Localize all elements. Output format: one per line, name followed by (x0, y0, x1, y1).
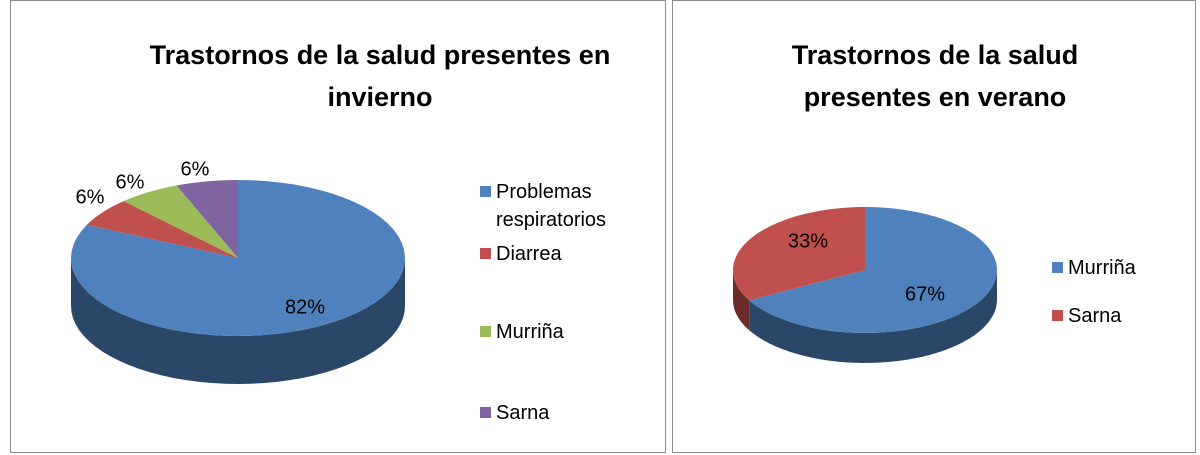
data-label: 67% (905, 283, 945, 305)
legend-label: Diarrea (496, 243, 562, 265)
legend-entry: Sarna (480, 399, 650, 427)
data-label: 6% (76, 186, 105, 208)
legend-entry: Diarrea (480, 240, 650, 268)
pie-slice (123, 185, 238, 258)
legend-swatch (480, 186, 491, 197)
legend-entry: Sarna (1052, 302, 1172, 330)
slice-side (733, 270, 750, 331)
legend-label: Sarna (496, 402, 550, 424)
chart-title: Trastornos de la salud presentes en invi… (149, 40, 611, 112)
pie-slice (71, 180, 405, 336)
legend-swatch (480, 407, 491, 418)
legend-label: Sarna (1068, 305, 1122, 327)
legend-entry: Problemas respiratorios (480, 178, 650, 234)
legend-entry: Murriña (480, 318, 650, 346)
legend-label: Problemas respiratorios (496, 181, 607, 231)
legend-swatch (480, 248, 491, 259)
legend-swatch (480, 326, 491, 337)
legend-swatch (1052, 262, 1063, 273)
pie-slice (733, 207, 865, 301)
data-label: 6% (181, 158, 210, 180)
legend-swatch (1052, 310, 1063, 321)
data-label: 6% (116, 171, 145, 193)
slice-side (749, 270, 997, 363)
pie-slice (176, 180, 238, 258)
pie-slice (86, 201, 238, 258)
legend-label: Murriña (1068, 257, 1136, 279)
legend-entry: Murriña (1052, 254, 1172, 282)
slice-side (71, 258, 405, 384)
legend-label: Murriña (496, 321, 564, 343)
data-label: 33% (788, 230, 828, 252)
chart-title: Trastornos de la salud presentes en vera… (791, 40, 1079, 112)
data-label: 82% (285, 296, 325, 318)
pie-slice (749, 207, 997, 333)
